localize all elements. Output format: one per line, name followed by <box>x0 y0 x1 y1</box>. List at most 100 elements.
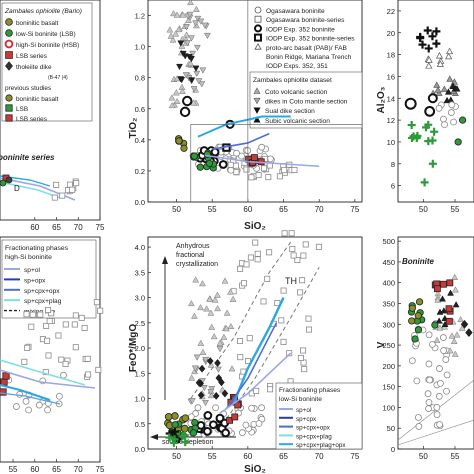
data-point <box>452 286 459 293</box>
data-point <box>192 65 200 72</box>
x-tick-label: 55 <box>208 452 217 461</box>
data-point <box>439 295 446 302</box>
data-point <box>58 356 65 363</box>
data-point <box>193 5 200 12</box>
data-point <box>201 22 209 29</box>
panel-1: 60 65 70 75 Zambales ophiolite (Barlo) bonini… <box>0 0 105 232</box>
data-point <box>168 94 176 101</box>
data-point <box>300 252 307 259</box>
data-point <box>212 404 219 412</box>
data-point <box>60 371 67 379</box>
panel-3: 50 55 6 8 10 12 14 16 18 20 22 Al₂O₃ <box>376 0 474 214</box>
data-point <box>445 47 454 55</box>
data-point <box>207 309 215 316</box>
data-point <box>197 303 204 311</box>
data-point <box>188 374 196 381</box>
data-point <box>203 411 213 420</box>
y-tick-label: 1.5 <box>135 369 145 378</box>
data-point <box>437 379 444 387</box>
data-point <box>188 35 195 42</box>
y-tick-label: 1.2 <box>135 12 145 21</box>
data-point <box>16 390 24 398</box>
data-point <box>192 20 200 27</box>
data-point <box>97 307 104 314</box>
legend-symbol <box>254 24 262 33</box>
data-point <box>221 277 229 284</box>
data-point <box>253 387 260 394</box>
data-point <box>37 311 44 318</box>
legend-label: proto-arc basalt (PAB)/ FAB <box>266 45 347 52</box>
data-point <box>196 163 204 171</box>
data-point <box>465 328 473 338</box>
x-axis-label: SiO₂ <box>244 221 266 232</box>
data-point <box>425 398 433 406</box>
data-point <box>444 88 452 95</box>
data-point <box>443 371 451 379</box>
data-point <box>93 299 100 306</box>
x-tick-label: 55 <box>9 465 18 474</box>
data-point <box>238 152 245 160</box>
data-point <box>261 165 268 172</box>
data-point <box>25 406 32 414</box>
data-point <box>237 338 244 345</box>
data-point <box>233 149 240 157</box>
data-point <box>55 332 62 339</box>
y-tick-label: 500 <box>382 237 395 246</box>
data-point <box>179 87 186 94</box>
data-point <box>457 315 465 323</box>
data-point <box>206 357 214 366</box>
data-point <box>414 414 422 421</box>
data-point <box>446 75 454 82</box>
legend2-label: LSB <box>16 106 28 113</box>
data-point <box>46 318 53 325</box>
data-point <box>72 344 79 351</box>
y-tick-label: 150 <box>382 383 395 392</box>
data-point <box>206 295 214 302</box>
data-point <box>237 354 244 361</box>
y-axis-label: V <box>376 341 387 348</box>
x-tick-label: 50 <box>419 205 428 214</box>
x-tick-label: 75 <box>96 223 105 232</box>
data-point <box>22 397 30 405</box>
data-point <box>0 388 7 396</box>
y-tick-label: 8 <box>391 160 395 169</box>
data-point <box>227 322 235 330</box>
legend-symbol <box>5 61 13 71</box>
data-point <box>169 438 178 447</box>
data-point <box>430 127 439 136</box>
data-point <box>44 337 51 344</box>
data-point <box>178 77 186 84</box>
data-point <box>167 32 175 39</box>
data-point <box>242 421 250 429</box>
legend2-label: boninitic basalt <box>16 96 59 103</box>
data-point <box>227 161 234 168</box>
data-point <box>265 174 272 181</box>
data-point <box>207 389 215 396</box>
data-point <box>190 152 199 160</box>
data-point <box>439 334 447 341</box>
y-tick-label: 300 <box>382 320 395 329</box>
data-point <box>45 352 52 359</box>
data-point <box>454 138 462 146</box>
legend2-symbol <box>253 87 261 94</box>
data-point <box>315 243 322 250</box>
x-tick-label: 65 <box>279 452 288 461</box>
data-point <box>221 428 231 438</box>
x-tick-label: 70 <box>74 465 83 474</box>
data-point <box>254 250 261 257</box>
data-point <box>451 350 459 357</box>
data-point <box>451 273 459 280</box>
data-point <box>173 97 181 105</box>
data-point <box>290 252 297 259</box>
data-point <box>195 78 203 85</box>
data-point <box>280 287 287 294</box>
data-point <box>301 366 308 373</box>
fraction-line <box>0 369 96 389</box>
data-point <box>215 413 225 423</box>
y-tick-label: 0 <box>391 445 395 454</box>
data-point <box>448 332 456 339</box>
legend2-box <box>249 71 363 129</box>
data-point <box>175 25 183 33</box>
data-point <box>197 391 205 400</box>
data-point <box>187 413 195 421</box>
